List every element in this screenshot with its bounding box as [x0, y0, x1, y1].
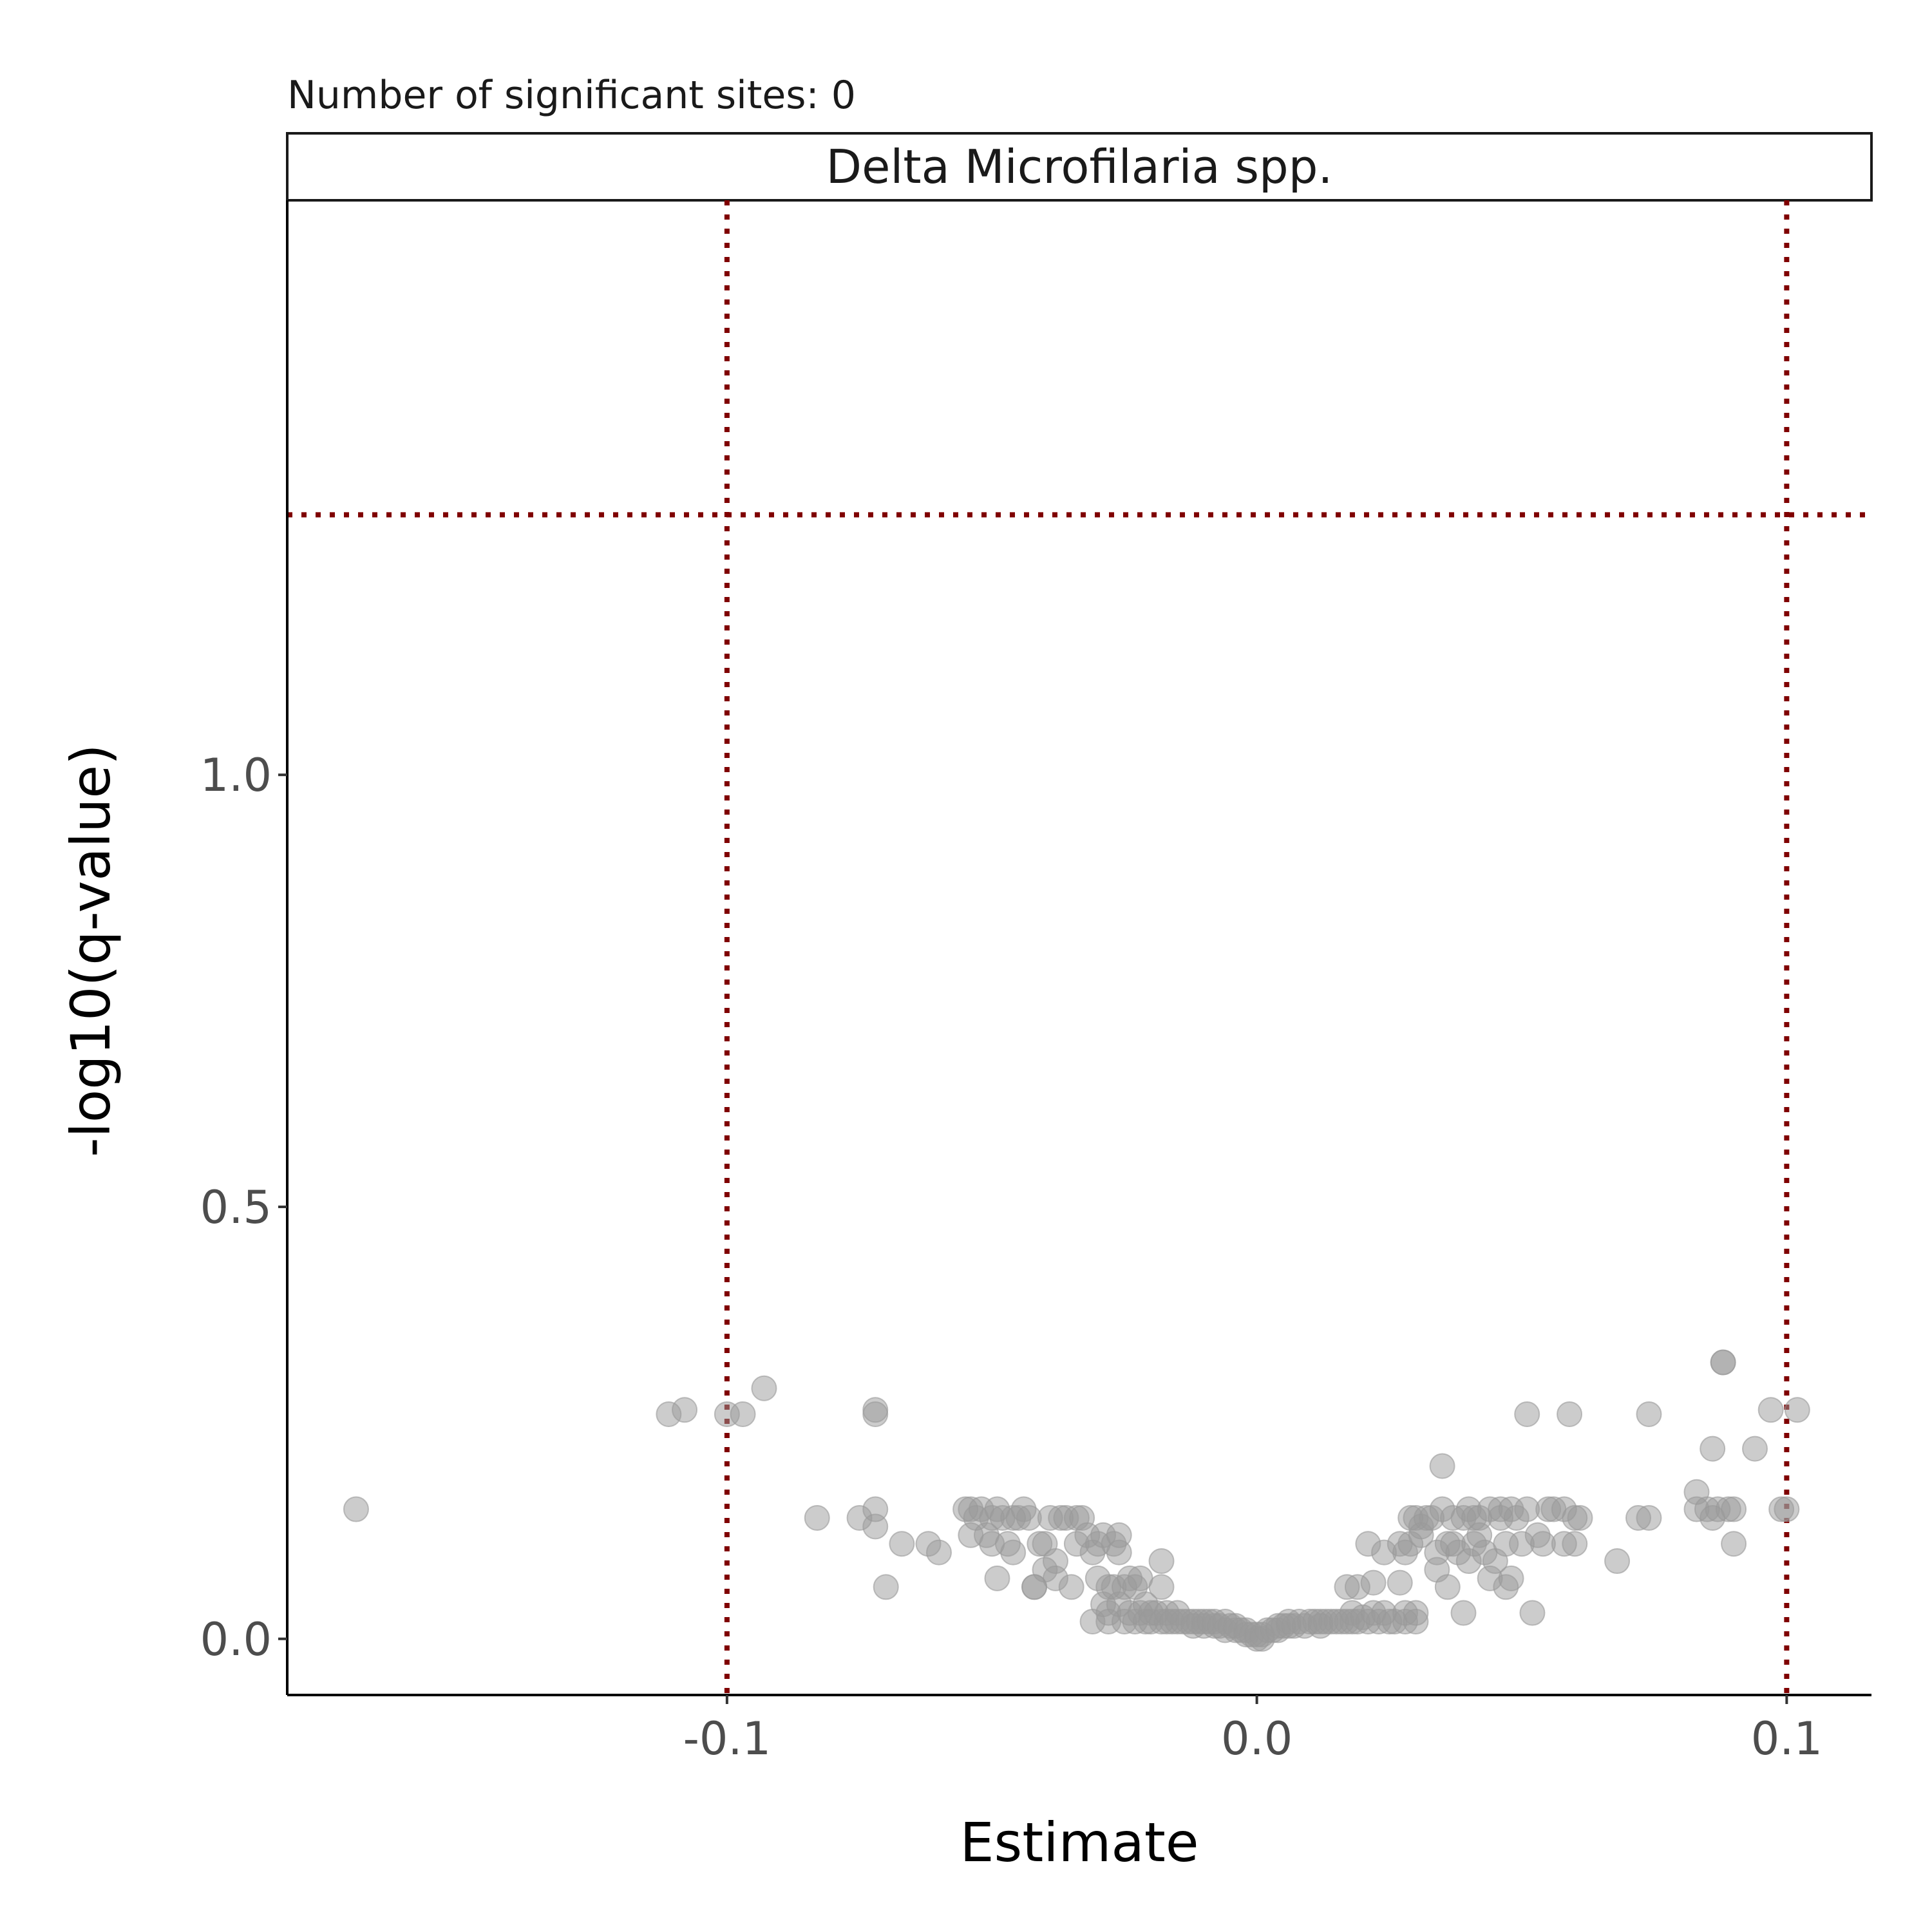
data-point: [862, 1513, 889, 1540]
data-point: [1148, 1574, 1175, 1600]
x-axis-ticks: -0.1 0.0 0.1: [683, 1695, 1823, 1765]
data-point: [1058, 1574, 1084, 1600]
facet-strip: [286, 132, 1873, 202]
data-point: [1604, 1548, 1631, 1575]
x-tick-label: 0.1: [1751, 1712, 1823, 1765]
data-point: [862, 1401, 889, 1427]
data-point: [1567, 1504, 1593, 1531]
chart-title: Number of significant sites: 0: [287, 73, 856, 118]
data-point: [1514, 1401, 1540, 1427]
data-point: [1557, 1401, 1583, 1427]
data-point: [730, 1401, 756, 1427]
data-point: [1636, 1401, 1662, 1427]
facet-label: Delta Microfilaria spp.: [826, 140, 1333, 194]
data-point: [343, 1496, 369, 1522]
data-point: [1387, 1569, 1413, 1596]
y-axis-title: -log10(q-value): [59, 744, 122, 1157]
data-point: [751, 1375, 777, 1401]
y-tick-label: 1.0: [200, 749, 272, 802]
data-point: [1450, 1600, 1477, 1626]
data-point: [1710, 1349, 1736, 1376]
y-axis-ticks: 0.0 0.5 1.0: [200, 749, 287, 1666]
x-tick-label: -0.1: [683, 1712, 772, 1765]
data-point: [804, 1504, 830, 1531]
y-tick-label: 0.0: [200, 1613, 272, 1666]
data-point: [672, 1397, 698, 1423]
data-point: [1429, 1453, 1455, 1479]
data-point: [1434, 1574, 1461, 1600]
data-point: [1741, 1435, 1768, 1462]
data-point: [1148, 1548, 1175, 1575]
data-point: [1700, 1435, 1726, 1462]
data-point: [1774, 1496, 1800, 1522]
data-point: [1000, 1539, 1027, 1566]
x-axis-title: Estimate: [960, 1811, 1198, 1874]
y-tick-label: 0.5: [200, 1181, 272, 1234]
data-point: [889, 1531, 915, 1557]
data-point: [1106, 1522, 1132, 1548]
data-point: [1403, 1600, 1429, 1626]
data-point: [1519, 1600, 1546, 1626]
data-point: [1360, 1569, 1387, 1596]
data-point: [1757, 1397, 1784, 1423]
reference-lines: [287, 200, 1871, 1695]
data-points: [343, 1349, 1810, 1652]
data-point: [1498, 1565, 1524, 1591]
data-point: [925, 1539, 952, 1566]
data-point: [873, 1574, 899, 1600]
x-tick-label: 0.0: [1221, 1712, 1293, 1765]
data-point: [1721, 1496, 1747, 1522]
data-point: [984, 1565, 1010, 1591]
data-point: [1721, 1531, 1747, 1557]
data-point: [1784, 1397, 1810, 1423]
data-point: [1636, 1504, 1662, 1531]
data-point: [1562, 1531, 1588, 1557]
